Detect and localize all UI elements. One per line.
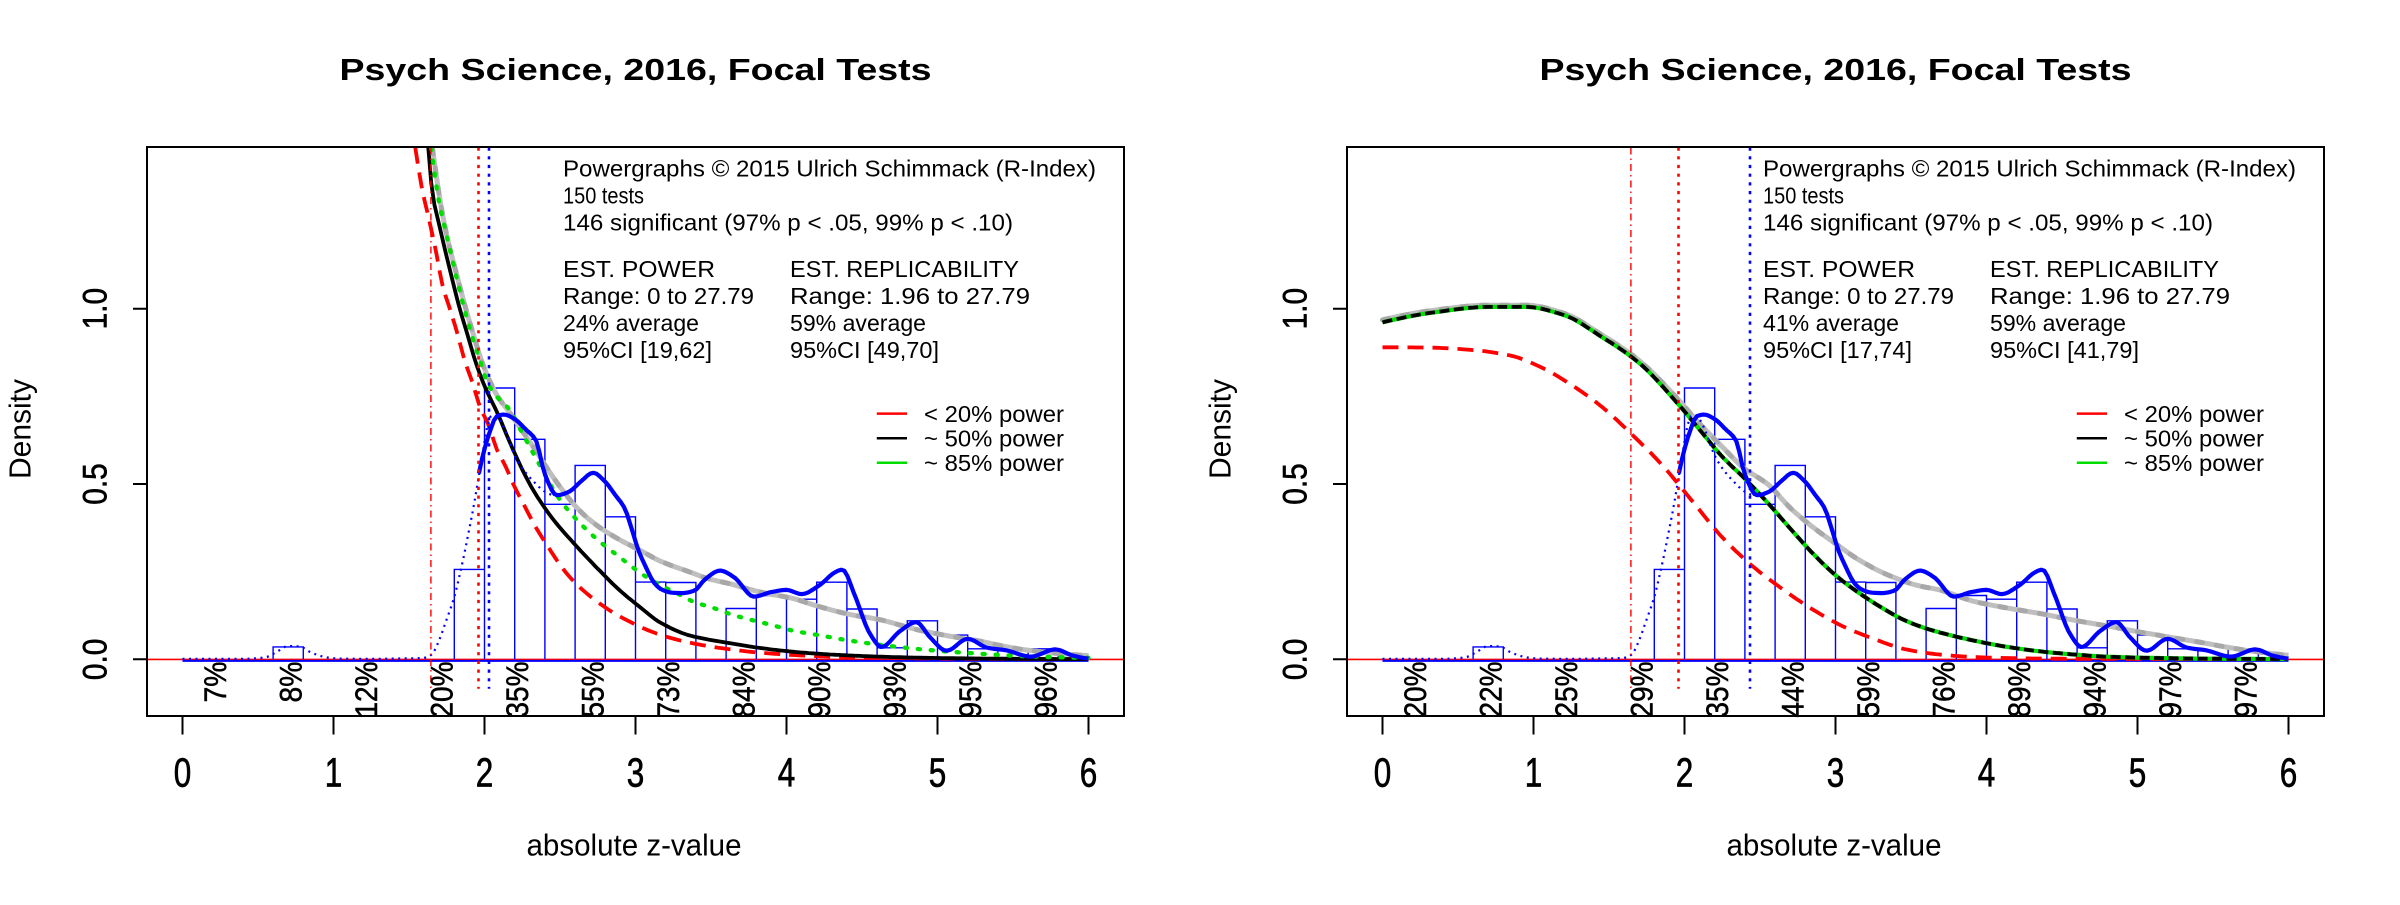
svg-text:76%: 76% (1926, 662, 1962, 718)
svg-text:5: 5 (2129, 750, 2147, 796)
svg-text:~ 50% power: ~ 50% power (924, 426, 1064, 452)
svg-text:95%CI [19,62]: 95%CI [19,62] (563, 337, 712, 363)
svg-text:~ 85% power: ~ 85% power (924, 450, 1064, 476)
svg-text:1.0: 1.0 (77, 288, 115, 330)
svg-text:1: 1 (325, 750, 343, 796)
svg-text:EST. POWER: EST. POWER (1763, 256, 1915, 282)
svg-text:97%: 97% (2228, 662, 2264, 718)
svg-text:0: 0 (174, 750, 192, 796)
svg-text:Psych Science, 2016, Focal Tes: Psych Science, 2016, Focal Tests (340, 52, 932, 87)
svg-text:89%: 89% (2001, 662, 2037, 718)
svg-text:< 20% power: < 20% power (924, 401, 1064, 427)
svg-text:41% average: 41% average (1763, 310, 1899, 336)
svg-text:150 tests: 150 tests (563, 183, 644, 209)
svg-text:Powergraphs © 2015 Ulrich Schi: Powergraphs © 2015 Ulrich Schimmack (R-I… (1763, 156, 2296, 182)
svg-text:< 20% power: < 20% power (2124, 401, 2264, 427)
svg-text:absolute z-value: absolute z-value (1727, 827, 1942, 862)
svg-text:4: 4 (778, 750, 796, 796)
svg-text:1: 1 (1525, 750, 1543, 796)
svg-text:6: 6 (2280, 750, 2298, 796)
svg-text:146 significant (97% p < .05,: 146 significant (97% p < .05, 99% p < .1… (563, 210, 1013, 236)
svg-text:7%: 7% (197, 662, 233, 703)
svg-text:20%: 20% (424, 662, 460, 718)
svg-text:146 significant (97% p < .05,: 146 significant (97% p < .05, 99% p < .1… (1763, 210, 2213, 236)
svg-text:absolute z-value: absolute z-value (527, 827, 742, 862)
svg-text:150 tests: 150 tests (1763, 183, 1844, 209)
svg-text:2: 2 (476, 750, 494, 796)
svg-text:Psych Science, 2016, Focal Tes: Psych Science, 2016, Focal Tests (1540, 52, 2132, 87)
svg-text:59%: 59% (1850, 662, 1886, 718)
svg-text:90%: 90% (801, 662, 837, 718)
svg-text:12%: 12% (348, 662, 384, 718)
svg-text:0.0: 0.0 (77, 639, 115, 681)
svg-text:EST. REPLICABILITY: EST. REPLICABILITY (790, 256, 1019, 282)
svg-text:95%CI [41,79]: 95%CI [41,79] (1990, 337, 2139, 363)
svg-text:EST. POWER: EST. POWER (563, 256, 715, 282)
svg-text:20%: 20% (1397, 662, 1433, 718)
svg-text:6: 6 (1080, 750, 1098, 796)
svg-text:0.5: 0.5 (1277, 463, 1315, 505)
svg-text:0.5: 0.5 (77, 463, 115, 505)
svg-text:44%: 44% (1775, 662, 1811, 718)
svg-text:2: 2 (1676, 750, 1694, 796)
svg-text:29%: 29% (1624, 662, 1660, 718)
svg-text:Density: Density (3, 379, 38, 479)
svg-text:5: 5 (929, 750, 947, 796)
svg-text:0: 0 (1374, 750, 1392, 796)
svg-text:~ 85% power: ~ 85% power (2124, 450, 2264, 476)
svg-text:55%: 55% (575, 662, 611, 718)
svg-text:Range: 0 to 27.79: Range: 0 to 27.79 (563, 283, 754, 309)
svg-text:22%: 22% (1473, 662, 1509, 718)
svg-text:84%: 84% (726, 662, 762, 718)
svg-text:35%: 35% (499, 662, 535, 718)
svg-text:Range: 1.96 to 27.79: Range: 1.96 to 27.79 (790, 283, 1030, 309)
svg-text:73%: 73% (650, 662, 686, 718)
svg-text:24% average: 24% average (563, 310, 699, 336)
svg-text:97%: 97% (2152, 662, 2188, 718)
svg-text:93%: 93% (877, 662, 913, 718)
svg-text:59% average: 59% average (790, 310, 926, 336)
svg-text:59% average: 59% average (1990, 310, 2126, 336)
svg-text:95%: 95% (952, 662, 988, 718)
svg-text:96%: 96% (1028, 662, 1064, 718)
svg-text:1.0: 1.0 (1277, 288, 1315, 330)
svg-text:4: 4 (1978, 750, 1996, 796)
svg-text:0.0: 0.0 (1277, 639, 1315, 681)
svg-text:Density: Density (1203, 379, 1238, 479)
svg-text:Range: 1.96 to 27.79: Range: 1.96 to 27.79 (1990, 283, 2230, 309)
svg-text:25%: 25% (1548, 662, 1584, 718)
svg-text:Range: 0 to 27.79: Range: 0 to 27.79 (1763, 283, 1954, 309)
svg-text:95%CI [17,74]: 95%CI [17,74] (1763, 337, 1912, 363)
svg-text:95%CI [49,70]: 95%CI [49,70] (790, 337, 939, 363)
svg-text:8%: 8% (273, 662, 309, 703)
svg-text:Powergraphs © 2015 Ulrich Schi: Powergraphs © 2015 Ulrich Schimmack (R-I… (563, 156, 1096, 182)
svg-text:3: 3 (1827, 750, 1845, 796)
svg-text:EST. REPLICABILITY: EST. REPLICABILITY (1990, 256, 2219, 282)
svg-text:94%: 94% (2077, 662, 2113, 718)
svg-text:35%: 35% (1699, 662, 1735, 718)
svg-text:~ 50% power: ~ 50% power (2124, 426, 2264, 452)
svg-text:3: 3 (627, 750, 645, 796)
